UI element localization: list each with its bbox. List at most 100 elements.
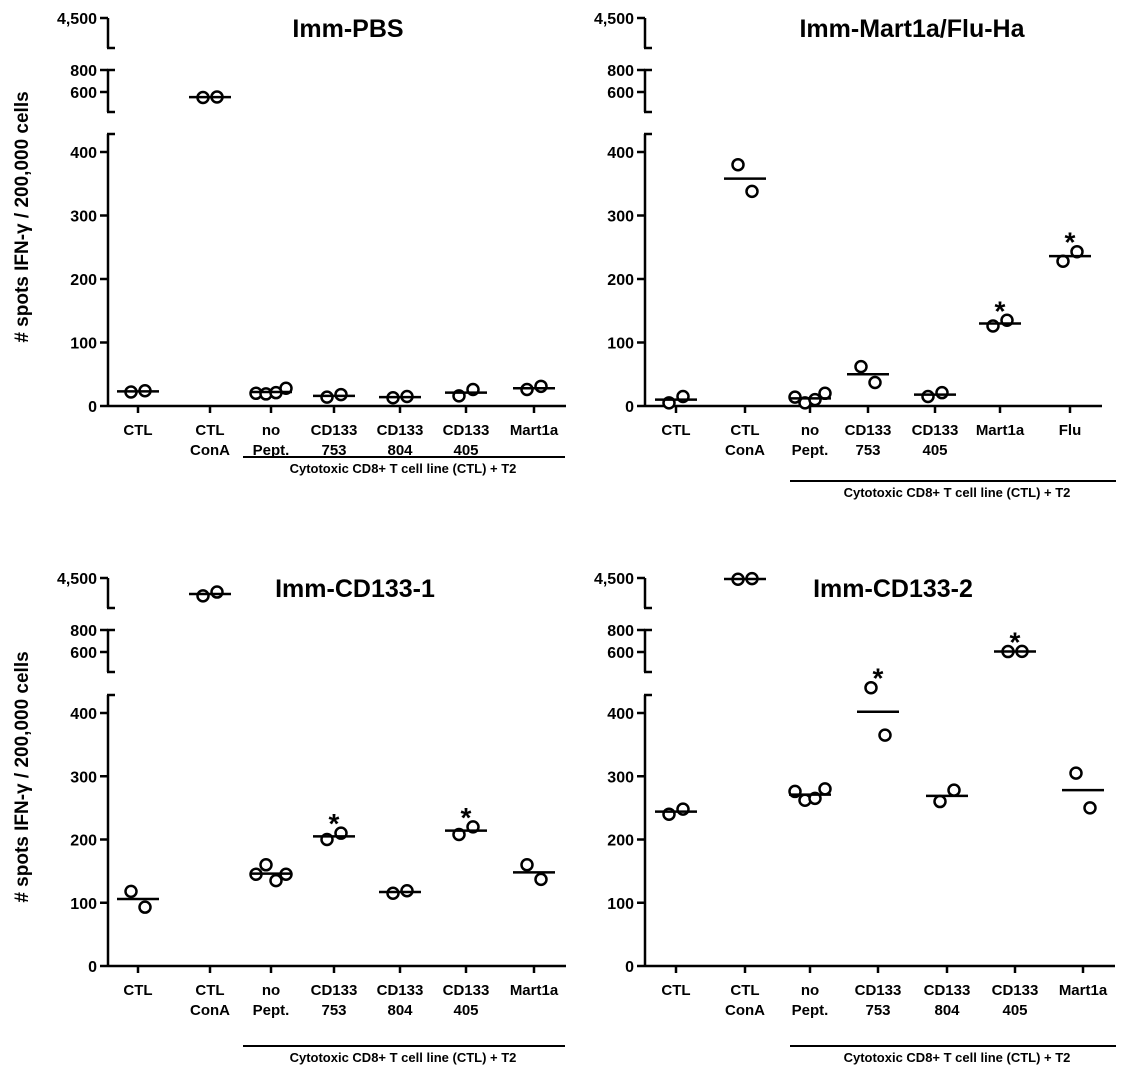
y-tick-label: 200: [607, 272, 634, 289]
data-point: [1069, 766, 1083, 780]
y-tick-label: 100: [607, 896, 634, 913]
data-point: [788, 390, 802, 404]
x-tick-label: 405: [453, 1002, 478, 1019]
significance-star: *: [461, 802, 472, 833]
data-point: [520, 858, 534, 872]
y-tick-label: 800: [70, 63, 97, 80]
x-tick-label: CD133: [443, 982, 490, 999]
y-tick-label: 800: [70, 623, 97, 640]
data-point: [808, 392, 822, 407]
data-point: [210, 585, 224, 599]
y-tick-label: 600: [70, 645, 97, 662]
x-tick-label: CTL: [123, 982, 152, 999]
x-tick-label: CTL: [195, 422, 224, 439]
data-point: [935, 385, 949, 400]
x-tick-label: CD133: [311, 982, 358, 999]
x-tick-label: no: [801, 982, 819, 999]
x-tick-label: 405: [922, 442, 947, 459]
data-point: [878, 728, 892, 742]
y-tick-label: 300: [607, 209, 634, 226]
x-tick-label: 804: [387, 442, 413, 459]
y-tick-label: 0: [88, 399, 97, 416]
y-tick-label: 300: [607, 769, 634, 786]
data-point: [745, 184, 759, 199]
y-tick-label: 600: [607, 85, 634, 102]
y-tick-label: 400: [607, 145, 634, 162]
x-tick-label: ConA: [725, 442, 765, 459]
x-tick-label: Pept.: [792, 1002, 829, 1019]
y-tick-label: 0: [88, 959, 97, 976]
chart-panel-3: Imm-CD133-1 0 100 200 300 400 600 800 4,500 CTL CT…: [12, 571, 566, 1065]
x-tick-label: CTL: [661, 422, 690, 439]
x-tick-label: no: [801, 422, 819, 439]
y-tick-label: 200: [70, 272, 97, 289]
data-point: [124, 884, 138, 899]
y-tick-label: 400: [70, 706, 97, 723]
significance-star: *: [1010, 626, 1021, 657]
group-label: Cytotoxic CD8+ T cell line (CTL) + T2: [290, 461, 517, 476]
data-point: [269, 873, 283, 888]
x-tick-label: 753: [321, 442, 346, 459]
panel-title: Imm-PBS: [292, 15, 403, 43]
y-tick-label: 100: [607, 336, 634, 353]
group-label: Cytotoxic CD8+ T cell line (CTL) + T2: [844, 1050, 1071, 1065]
x-tick-label: 753: [865, 1002, 890, 1019]
x-tick-label: CD133: [912, 422, 959, 439]
data-point: [386, 886, 400, 901]
y-tick-label: 400: [607, 706, 634, 723]
x-tick-label: 753: [321, 1002, 346, 1019]
y-tick-label: 0: [625, 959, 634, 976]
group-label: Cytotoxic CD8+ T cell line (CTL) + T2: [290, 1050, 517, 1065]
data-point: [947, 783, 961, 797]
x-tick-label: CTL: [661, 982, 690, 999]
panel-title: Imm-Mart1a/Flu-Ha: [799, 15, 1025, 43]
data-point: [676, 802, 690, 816]
y-tick-label: 600: [70, 85, 97, 102]
y-tick-label: 600: [607, 645, 634, 662]
data-point: [921, 389, 935, 404]
x-tick-label: Mart1a: [510, 982, 559, 999]
panel-title: Imm-CD133-2: [813, 575, 973, 603]
data-point: [400, 883, 414, 898]
x-tick-label: CD133: [924, 982, 971, 999]
y-tick-label: 4,500: [594, 571, 634, 588]
y-tick-label: 400: [70, 145, 97, 162]
significance-star: *: [995, 295, 1006, 326]
data-point: [818, 782, 832, 796]
x-tick-label: CD133: [311, 422, 358, 439]
data-point: [534, 872, 548, 887]
x-tick-label: 405: [1002, 1002, 1027, 1019]
y-tick-label: 100: [70, 336, 97, 353]
data-point: [854, 359, 868, 374]
y-tick-label: 0: [625, 399, 634, 416]
x-tick-label: CTL: [730, 422, 759, 439]
group-label: Cytotoxic CD8+ T cell line (CTL) + T2: [844, 485, 1071, 500]
y-axis-label: # spots IFN-γ / 200,000 cells: [12, 651, 33, 902]
data-point: [334, 387, 348, 402]
x-tick-label: 804: [934, 1002, 960, 1019]
y-tick-label: 4,500: [594, 11, 634, 28]
significance-star: *: [1065, 227, 1076, 258]
x-tick-label: ConA: [190, 442, 230, 459]
x-tick-label: CD133: [377, 982, 424, 999]
x-tick-label: CD133: [845, 422, 892, 439]
y-tick-label: 300: [70, 209, 97, 226]
x-tick-label: CTL: [195, 982, 224, 999]
x-tick-label: CD133: [855, 982, 902, 999]
y-tick-label: 300: [70, 769, 97, 786]
x-tick-label: 804: [387, 1002, 413, 1019]
x-tick-label: Pept.: [253, 442, 290, 459]
x-tick-label: no: [262, 422, 280, 439]
data-point: [259, 858, 273, 872]
y-tick-label: 200: [607, 833, 634, 850]
data-point: [320, 390, 334, 404]
x-tick-label: Pept.: [792, 442, 829, 459]
x-tick-label: CTL: [730, 982, 759, 999]
data-point: [662, 807, 676, 821]
x-tick-label: CD133: [443, 422, 490, 439]
data-point: [1083, 801, 1097, 815]
x-tick-label: CD133: [377, 422, 424, 439]
chart-panel-4: Imm-CD133-2 0 100 200 300 400 600 800 4,500 CTL CT…: [594, 571, 1116, 1065]
x-tick-label: 405: [453, 442, 478, 459]
